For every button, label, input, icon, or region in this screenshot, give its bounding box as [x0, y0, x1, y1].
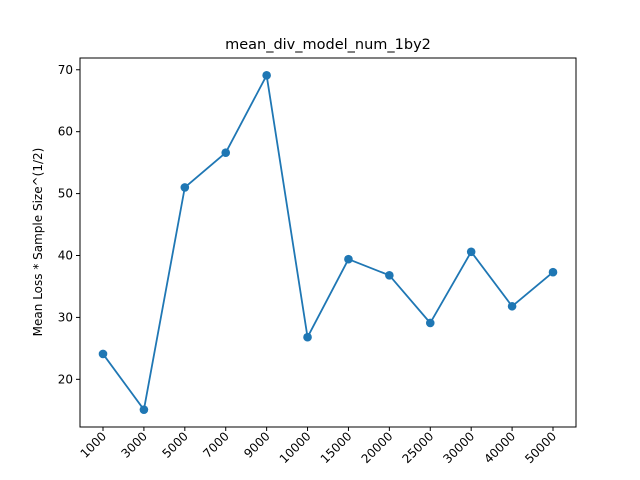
y-axis: 20 30 40 50 60 70 — [58, 63, 80, 386]
data-point — [425, 318, 435, 328]
x-tick-label: 50000 — [522, 429, 559, 466]
data-point — [139, 405, 149, 414]
data-point — [262, 71, 271, 80]
x-tick-label: 15000 — [318, 429, 355, 466]
y-tick-label: 60 — [58, 125, 73, 139]
x-tick-label: 5000 — [159, 429, 190, 460]
y-tick-label: 30 — [58, 310, 73, 324]
plot-frame — [79, 57, 577, 428]
data-point — [507, 301, 517, 311]
data-point — [221, 148, 231, 158]
data-series — [98, 71, 558, 414]
data-point — [466, 247, 476, 257]
x-axis: 1000 3000 5000 7000 9000 10000 15000 20000 25000… — [78, 427, 559, 466]
x-tick-label: 1000 — [78, 429, 109, 460]
y-axis-label: Mean Loss * Sample Size^(1/2) — [31, 148, 45, 337]
x-tick-label: 30000 — [440, 429, 477, 466]
data-point — [303, 332, 312, 342]
x-tick-label: 20000 — [359, 429, 396, 466]
x-tick-label: 3000 — [119, 429, 150, 460]
y-tick-label: 50 — [58, 187, 73, 201]
x-tick-label: 40000 — [481, 429, 518, 466]
y-tick-label: 70 — [58, 63, 73, 77]
data-point — [180, 183, 190, 192]
x-tick-label: 25000 — [399, 429, 436, 466]
x-tick-label: 7000 — [200, 429, 231, 460]
data-point — [385, 271, 394, 280]
x-tick-label: 10000 — [277, 429, 314, 466]
data-point — [548, 267, 558, 277]
y-tick-label: 40 — [58, 249, 73, 263]
chart-title: mean_div_model_num_1by2 — [225, 37, 431, 53]
data-point — [344, 254, 353, 264]
x-tick-label: 9000 — [241, 429, 272, 460]
data-point — [98, 349, 108, 359]
series-line — [102, 74, 554, 411]
y-tick-label: 20 — [58, 372, 73, 386]
